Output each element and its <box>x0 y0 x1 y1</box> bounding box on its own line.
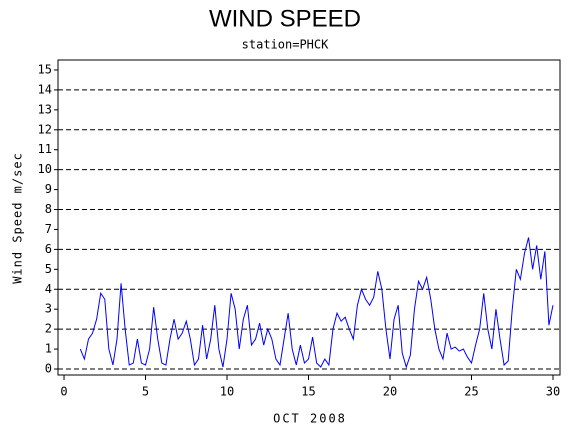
data-line <box>79 237 554 369</box>
y-tick-label: 3 <box>45 302 52 316</box>
x-tick-label: 30 <box>546 385 560 399</box>
chart-title: WIND SPEED <box>209 5 361 32</box>
y-tick-label: 8 <box>45 202 52 216</box>
chart-subtitle: station=PHCK <box>242 38 329 52</box>
y-axis-label: Wind Speed m/sec <box>11 152 25 284</box>
x-tick-label: 5 <box>142 385 149 399</box>
x-tick-label: 10 <box>220 385 234 399</box>
x-tick-label: 15 <box>301 385 315 399</box>
x-tick-label: 0 <box>60 385 67 399</box>
plot-frame <box>57 59 561 376</box>
y-tick-label: 11 <box>38 142 52 156</box>
x-tick-label: 20 <box>383 385 397 399</box>
y-tick-label: 13 <box>38 102 52 116</box>
y-tick-label: 1 <box>45 342 52 356</box>
y-tick-label: 4 <box>45 282 52 296</box>
y-tick-label: 14 <box>38 82 52 96</box>
y-tick-label: 6 <box>45 242 52 256</box>
y-tick-label: 0 <box>45 362 52 376</box>
y-tick-label: 2 <box>45 322 52 336</box>
y-tick-label: 9 <box>45 182 52 196</box>
x-tick-label: 25 <box>464 385 478 399</box>
x-axis-label: OCT 2008 <box>273 412 347 426</box>
y-tick-label: 15 <box>38 62 52 76</box>
y-tick-label: 12 <box>38 122 52 136</box>
y-tick-label: 5 <box>45 262 52 276</box>
y-tick-label: 10 <box>38 162 52 176</box>
y-tick-label: 7 <box>45 222 52 236</box>
